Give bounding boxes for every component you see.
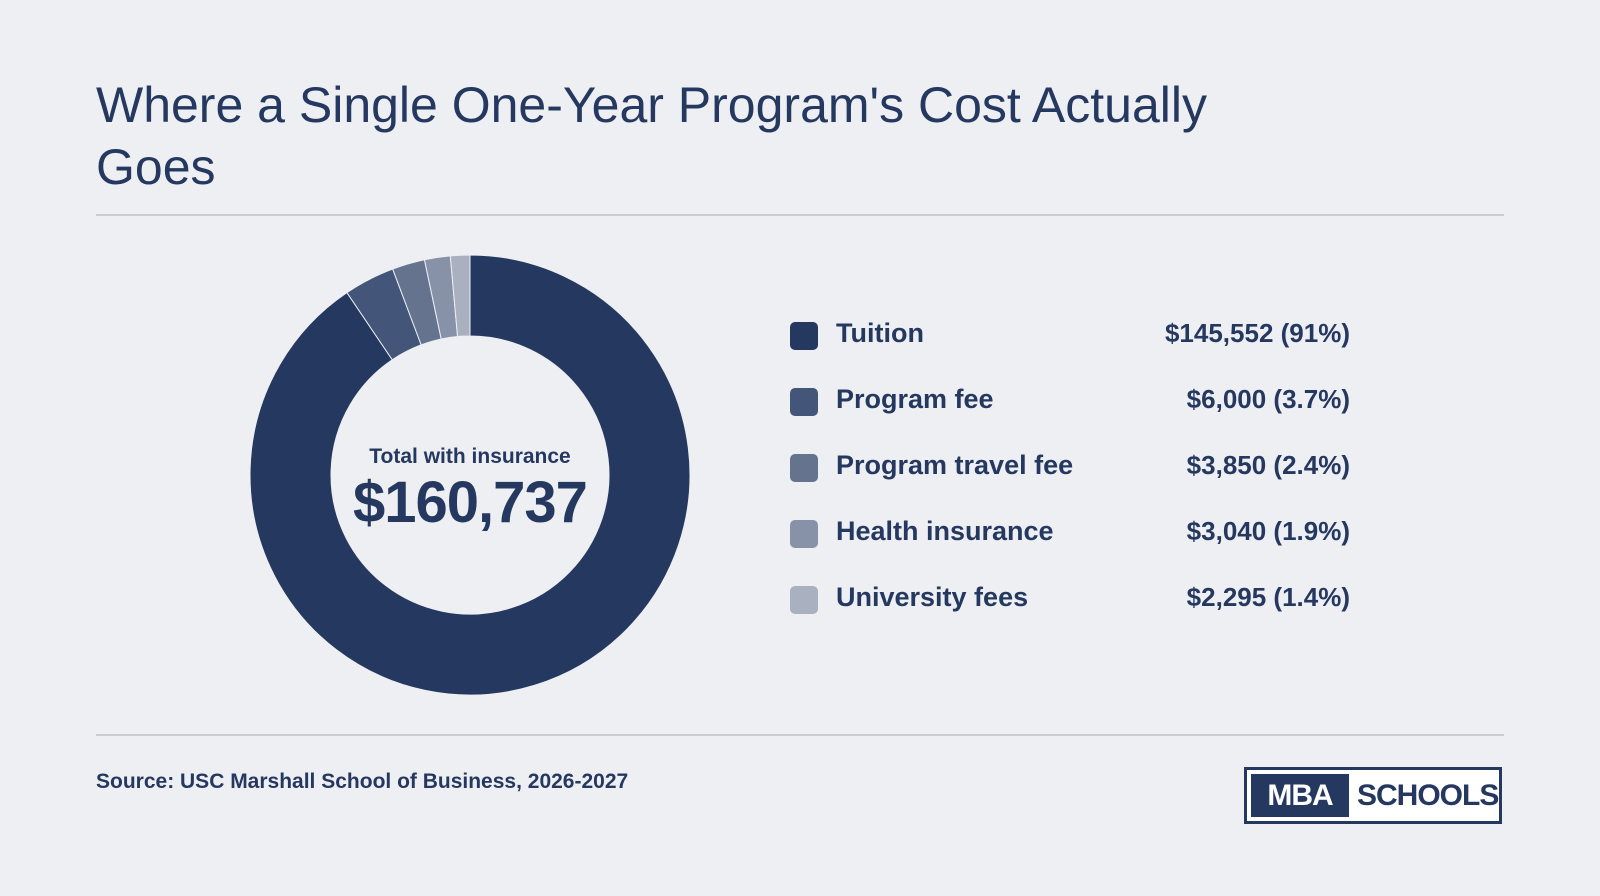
- legend-swatch-tuition: [790, 322, 818, 350]
- center-total-label: Total with insurance: [369, 445, 571, 468]
- donut-slice-tuition: [250, 255, 690, 695]
- legend-value-program-fee: $6,000 (3.7%): [1186, 384, 1350, 414]
- donut-chart: Total with insurance $160,737: [250, 255, 690, 695]
- legend-item-health-insurance: Health insurance $3,040 (1.9%): [790, 510, 1350, 576]
- legend-item-program-fee: Program fee $6,000 (3.7%): [790, 378, 1350, 444]
- center-total-value: $160,737: [353, 470, 588, 535]
- legend-item-program-travel-fee: Program travel fee $3,850 (2.4%): [790, 444, 1350, 510]
- legend: Tuition $145,552 (91%) Program fee $6,000 (…: [790, 312, 1350, 642]
- legend-label-university-fees: University fees: [836, 582, 1029, 612]
- legend-label-program-fee: Program fee: [836, 384, 994, 414]
- legend-swatch-program-fee: [790, 388, 818, 416]
- bottom-divider: [96, 734, 1504, 736]
- source-note: Source: USC Marshall School of Business,…: [96, 770, 629, 793]
- legend-label-health-insurance: Health insurance: [836, 516, 1054, 546]
- legend-item-university-fees: University fees $2,295 (1.4%): [790, 576, 1350, 642]
- logo-schools-text: SCHOOLS: [1357, 778, 1499, 812]
- legend-label-program-travel-fee: Program travel fee: [836, 450, 1074, 480]
- mba-schools-logo: MBA SCHOOLS: [1244, 767, 1502, 824]
- donut-slice-university-fees: [449, 255, 471, 338]
- legend-swatch-program-travel-fee: [790, 454, 818, 482]
- legend-value-health-insurance: $3,040 (1.9%): [1186, 516, 1350, 546]
- top-divider: [96, 214, 1504, 216]
- logo-mba-text: MBA: [1251, 774, 1349, 817]
- legend-label-tuition: Tuition: [836, 318, 924, 348]
- donut-svg: [250, 255, 690, 695]
- legend-swatch-university-fees: [790, 586, 818, 614]
- chart-title: Where a Single One-Year Program's Cost A…: [96, 77, 1207, 195]
- legend-value-program-travel-fee: $3,850 (2.4%): [1186, 450, 1350, 480]
- legend-item-tuition: Tuition $145,552 (91%): [790, 312, 1350, 378]
- legend-value-university-fees: $2,295 (1.4%): [1186, 582, 1350, 612]
- legend-value-tuition: $145,552 (91%): [1164, 318, 1350, 348]
- legend-swatch-health-insurance: [790, 520, 818, 548]
